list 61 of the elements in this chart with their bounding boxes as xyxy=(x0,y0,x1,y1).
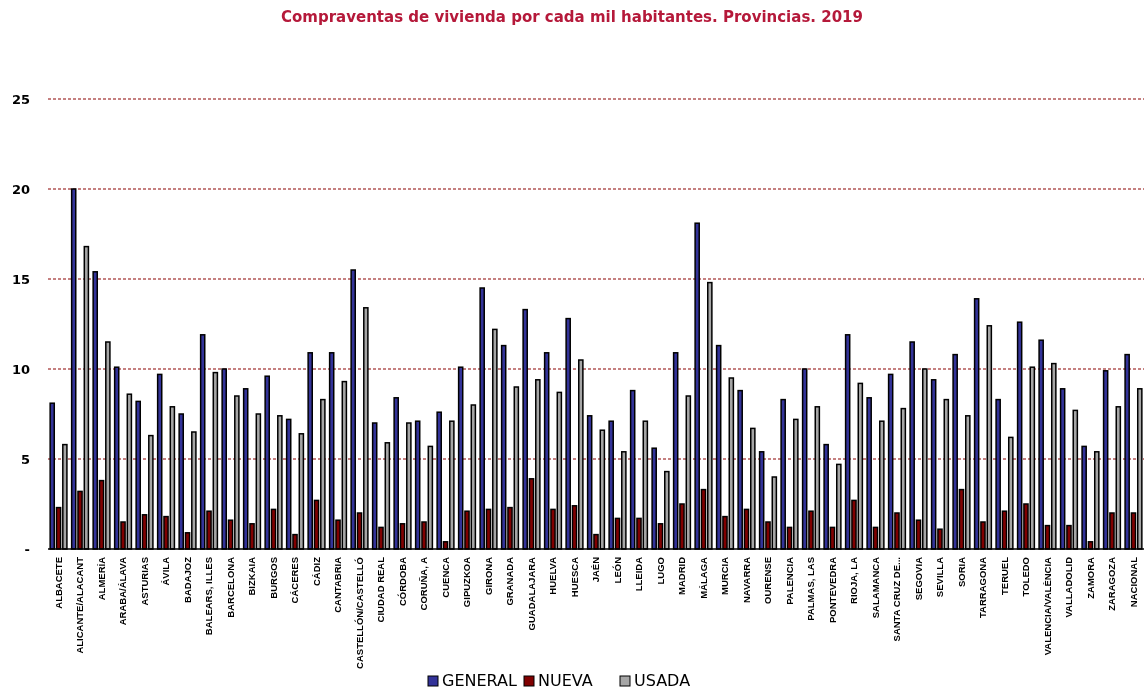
x-tick-label: ALBACETE xyxy=(52,557,64,609)
x-tick-label: ARABA/ÁLAVA xyxy=(117,556,129,626)
x-tick-label: BURGOS xyxy=(267,557,279,599)
x-tick-label: TERUEL xyxy=(998,556,1010,595)
x-tick-label: CIUDAD REAL xyxy=(375,556,387,623)
x-tick-label: SEVILLA xyxy=(934,556,946,598)
x-tick-label: GIPUZKOA xyxy=(461,556,473,608)
x-tick-label: HUESCA xyxy=(568,556,580,598)
x-tick-label: JAÉN xyxy=(590,556,602,583)
x-tick-label: PONTEVEDRA xyxy=(826,556,838,623)
x-tick-label: MADRID xyxy=(676,556,688,595)
x-tick-label: PALMAS, LAS xyxy=(805,557,817,621)
x-tick-label: VALENCIA/VALÈNCIA xyxy=(1041,556,1053,656)
x-tick-label: CÁCERES xyxy=(289,557,301,604)
legend-label: GENERAL xyxy=(442,671,517,690)
x-tick-label: LLEIDA xyxy=(633,556,645,592)
x-tick-label: ASTURIAS xyxy=(138,557,150,606)
x-tick-label: GRANADA xyxy=(504,556,516,606)
x-tick-label: NACIONAL xyxy=(1127,556,1139,608)
y-tick-label: 5 xyxy=(20,451,30,467)
x-tick-label: NAVARRA xyxy=(740,556,752,604)
y-tick-label: 20 xyxy=(11,181,30,197)
x-tick-label: TOLEDO xyxy=(1020,557,1032,597)
x-tick-label: MURCIA xyxy=(719,556,731,595)
y-tick-label: 10 xyxy=(11,361,30,377)
x-tick-label: BALEARS, ILLES xyxy=(203,557,215,636)
x-tick-label: ÁVILA xyxy=(160,556,172,586)
x-tick-label: ALMERÍA xyxy=(95,556,107,601)
x-tick-label: GIRONA xyxy=(482,556,494,595)
x-tick-label: CUENCA xyxy=(439,556,451,598)
x-tick-label: SORIA xyxy=(955,556,967,588)
x-tick-label: CORUÑA, A xyxy=(418,556,430,611)
x-tick-label: BIZKAIA xyxy=(246,556,258,596)
x-tick-label: LUGO xyxy=(654,557,666,585)
chart-title: Compraventas de vivienda por cada mil habitantes. Provincias. 2019 xyxy=(281,8,863,26)
x-tick-label: PALENCIA xyxy=(783,556,795,605)
x-tick-label: RIOJA, LA xyxy=(848,556,860,604)
x-tick-label: ALICANTE/ALACANT xyxy=(74,556,86,654)
x-tick-label: TARRAGONA xyxy=(977,556,989,619)
x-tick-label: OURENSE xyxy=(762,557,774,604)
x-tick-label: LEÓN xyxy=(611,556,623,584)
x-tick-label: ZARAGOZA xyxy=(1106,556,1118,611)
x-tick-label: BADAJOZ xyxy=(181,556,193,603)
x-tick-label: CÓRDOBA xyxy=(396,556,408,607)
x-tick-label: HUELVA xyxy=(547,556,559,595)
x-tick-label: BARCELONA xyxy=(224,556,236,618)
y-tick-label: - xyxy=(24,541,30,557)
x-tick-label: SALAMANCA xyxy=(869,556,881,619)
x-tick-label: SANTA CRUZ DE... xyxy=(891,557,903,642)
x-tick-label: CANTABRIA xyxy=(332,556,344,613)
x-tick-label: CASTELLÓN/CASTELLÓ xyxy=(353,557,365,669)
legend-label: USADA xyxy=(634,671,691,690)
x-tick-label: VALLADOLID xyxy=(1063,556,1075,618)
x-tick-label: ZAMORA xyxy=(1084,556,1096,599)
x-tick-label: MÁLAGA xyxy=(697,556,709,599)
x-tick-label: CÁDIZ xyxy=(310,556,322,587)
y-tick-label: 15 xyxy=(11,271,30,287)
x-tick-label: SEGOVIA xyxy=(912,556,924,601)
x-tick-label: GUADALAJARA xyxy=(525,556,537,631)
y-tick-label: 25 xyxy=(11,91,30,107)
legend-label: NUEVA xyxy=(538,671,593,690)
